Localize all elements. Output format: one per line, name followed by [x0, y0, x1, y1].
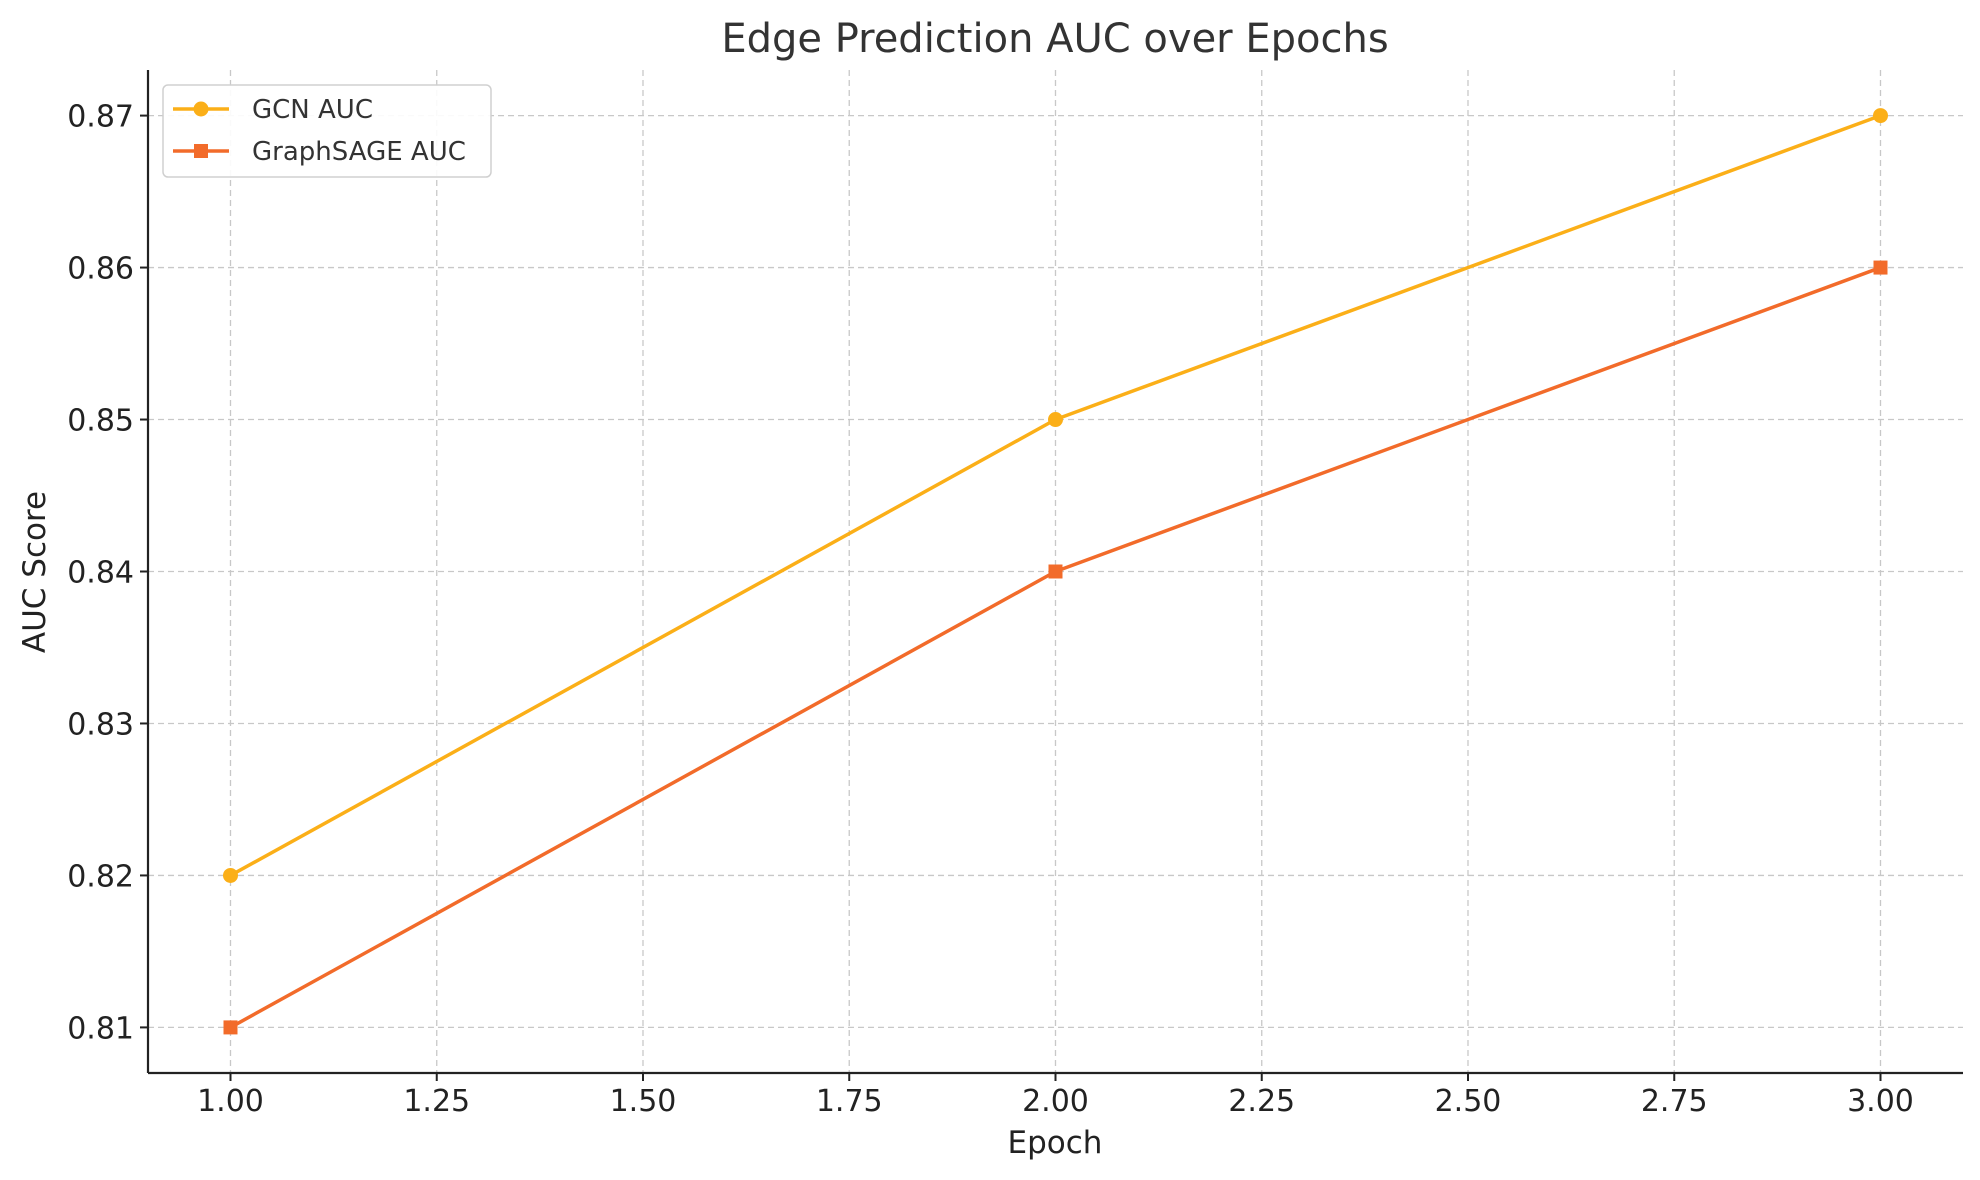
x-tick-label: 3.00: [1847, 1084, 1914, 1119]
y-tick-label: 0.84: [67, 556, 134, 591]
legend: GCN AUC GraphSAGE AUC: [162, 84, 492, 178]
y-tick-label: 0.83: [67, 707, 134, 742]
legend-box: [162, 84, 492, 178]
x-tick-label: 2.25: [1228, 1084, 1295, 1119]
gcn-auc-point: [1048, 412, 1063, 428]
x-tick-label: 1.50: [610, 1084, 677, 1119]
chart-title: Edge Prediction AUC over Epochs: [721, 16, 1388, 62]
legend-marker: [193, 101, 209, 117]
x-tick-label: 2.00: [1022, 1084, 1089, 1119]
x-tick-label: 1.25: [403, 1084, 470, 1119]
y-axis-label: AUC Score: [17, 491, 53, 653]
graphsage-auc-series: [223, 260, 1888, 1035]
y-tick-label: 0.87: [67, 100, 134, 135]
gcn-auc-point: [1873, 108, 1888, 124]
graphsage-auc-point: [223, 1020, 238, 1035]
graphsage-auc-point: [1873, 260, 1888, 275]
legend-item-graphsage-auc: GraphSAGE AUC: [173, 137, 466, 167]
legend-marker: [194, 144, 208, 158]
y-tick-label: 0.82: [67, 859, 134, 894]
legend-item-gcn-auc: GCN AUC: [173, 95, 373, 125]
x-axis-label: Epoch: [1008, 1125, 1103, 1161]
legend-label: GCN AUC: [252, 95, 373, 125]
graphsage-auc-point: [1048, 564, 1063, 579]
gcn-auc-point: [223, 867, 238, 883]
gcn-auc-series: [223, 108, 1888, 883]
x-tick-label: 2.50: [1435, 1084, 1502, 1119]
x-tick-label: 2.75: [1641, 1084, 1708, 1119]
x-tick-label: 1.75: [816, 1084, 883, 1119]
y-tick-label: 0.85: [67, 404, 134, 439]
axes: 1.00 1.25 1.50 1.75 2.00 2.25 2.50 2.75 3.00 0.81…: [67, 70, 1963, 1119]
series-layer: [223, 108, 1888, 1035]
y-tick-label: 0.81: [67, 1011, 134, 1046]
legend-label: GraphSAGE AUC: [252, 137, 466, 167]
x-tick-label: 1.00: [197, 1084, 264, 1119]
y-tick-label: 0.86: [67, 252, 134, 287]
